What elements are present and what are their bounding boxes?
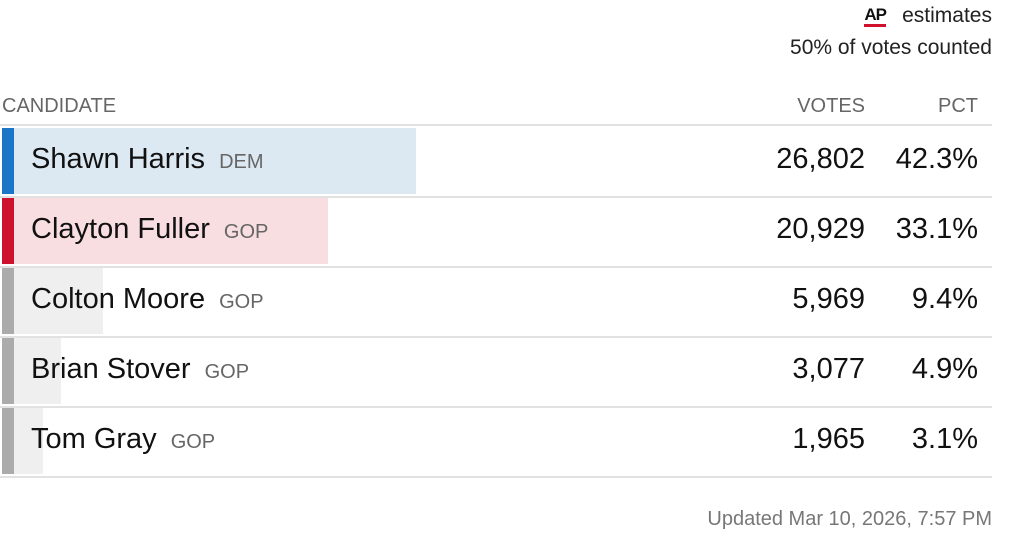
candidate-name-cell: Brian Stover GOP [31,353,249,386]
vote-pct: 3.1% [911,423,978,455]
vote-count: 3,077 [792,353,865,385]
candidate-row: Clayton Fuller GOP 20,929 33.1% [0,196,992,268]
column-header: VOTES [797,95,865,117]
votes-counted: 50% of votes counted [790,36,992,59]
party-stripe [2,128,14,194]
candidate-name: Colton Moore [31,283,206,315]
vote-pct: 4.9% [911,353,978,385]
candidate-row: Brian Stover GOP 3,077 4.9% [0,336,992,408]
party-label: GOP [219,291,264,313]
party-label: GOP [223,221,269,243]
pct-bar [14,128,416,194]
pct-bar [14,408,44,474]
vote-pct: 33.1% [895,213,978,245]
pct-bar [14,268,104,334]
candidate-name-cell: Clayton Fuller GOP [31,213,268,246]
column-header: CANDIDATE [2,95,117,117]
candidate-name-cell: Shawn Harris DEM [31,143,264,176]
candidate-name: Clayton Fuller [31,213,210,245]
candidate-name-cell: Tom Gray GOP [31,423,215,456]
party-label: GOP [204,361,250,383]
pct-bar [14,198,329,264]
party-stripe [2,408,14,474]
party-label: DEM [219,151,264,173]
party-stripe [2,338,14,404]
vote-count: 1,965 [792,423,865,455]
updated-time: Updated Mar 10, 2026, 7:57 PM [707,508,992,530]
party-label: GOP [170,431,216,453]
candidate-name: Shawn Harris [31,143,206,175]
ap-logo: AP [864,6,887,27]
pct-bar [14,338,61,404]
vote-pct: 42.3% [895,143,978,175]
candidate-row: Shawn Harris DEM 26,802 42.3% [0,126,992,198]
candidate-name: Brian Stover [31,353,191,385]
party-stripe [2,268,14,334]
vote-count: 20,929 [776,213,865,245]
column-header: PCT [938,95,978,117]
candidate-name-cell: Colton Moore GOP [31,283,264,316]
estimates-label: estimates [902,4,992,27]
vote-count: 26,802 [776,143,865,175]
party-stripe [2,198,14,264]
vote-count: 5,969 [792,283,865,315]
candidate-row: Tom Gray GOP 1,965 3.1% [0,406,992,478]
header-rule [0,124,992,126]
vote-pct: 9.4% [911,283,978,315]
candidate-row: Colton Moore GOP 5,969 9.4% [0,266,992,338]
candidate-name: Tom Gray [31,423,157,455]
